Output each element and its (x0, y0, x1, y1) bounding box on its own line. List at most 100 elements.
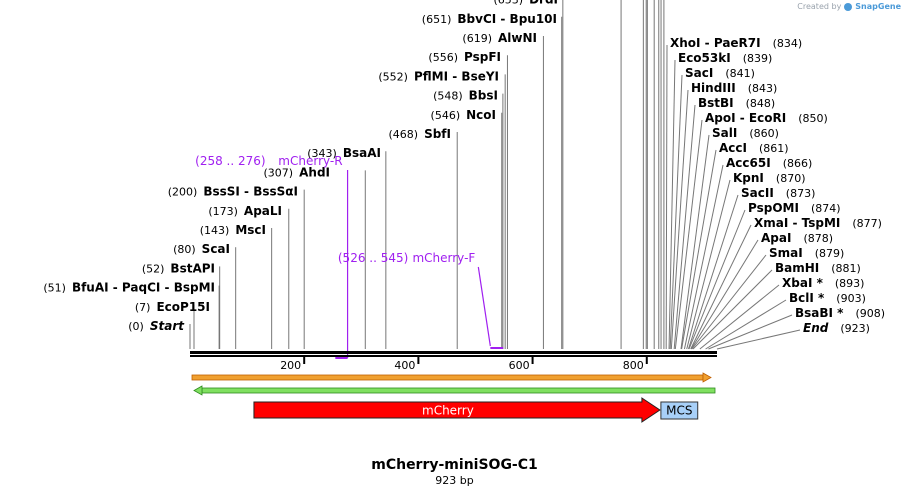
site-name: BfuAI - PaqCI - BspMI (72, 281, 215, 295)
axis-tick-label: 200 (280, 359, 301, 372)
site-position: (870) (776, 172, 806, 185)
site-name: BsaBI * (795, 306, 844, 320)
site-line (686, 179, 731, 350)
site-position: (548) (433, 90, 463, 103)
axis-ticks: 200 400 600 800 (280, 357, 648, 372)
primer-connector (477, 266, 491, 347)
site-position: (903) (836, 292, 866, 305)
site-name: BclI * (789, 291, 825, 305)
site-name: BstAPI (170, 261, 215, 275)
site-name: BbvCI - Bpu10I (457, 12, 557, 26)
site-line (690, 239, 759, 350)
site-name: BstBI (698, 96, 734, 110)
feature-mcs-box (660, 401, 699, 420)
site-line (673, 104, 696, 350)
site-name: SalI (712, 126, 737, 140)
snapgene-credit: Created by SnapGene (797, 2, 901, 11)
site-name: BssSI - BssSαI (203, 185, 298, 199)
site-name: SacII (741, 186, 774, 200)
site-name: SmaI (769, 246, 803, 260)
site-position: (923) (840, 322, 870, 335)
site-name: HindIII (691, 81, 736, 95)
site-name: BsaAI (343, 146, 381, 160)
site-line (687, 194, 739, 350)
site-line (692, 269, 773, 350)
site-line (688, 209, 746, 350)
site-line (669, 74, 683, 350)
site-name: Eco53kI (678, 51, 731, 65)
axis-tick-label: 800 (623, 359, 644, 372)
site-position: (839) (743, 52, 773, 65)
feature-mcherry-arrow (253, 397, 661, 423)
site-position: (848) (746, 97, 776, 110)
site-position: (651) (422, 13, 452, 26)
site-position: (619) (462, 32, 492, 45)
site-line (674, 119, 703, 350)
primer-name: mCherry-F (412, 251, 475, 265)
site-position: (873) (786, 187, 816, 200)
site-position: (893) (835, 277, 865, 290)
site-position: (173) (208, 205, 238, 218)
primer-range: (526 .. 545) (338, 251, 408, 265)
site-name: AlwNI (498, 31, 537, 45)
backbone-top-strand (190, 351, 717, 354)
primers: mCherry-R (258 .. 276) mCherry-F (526 .. 54… (195, 154, 504, 359)
site-name: XbaI * (782, 276, 824, 290)
plasmid-length: 923 bp (435, 474, 474, 487)
orf-bars (191, 372, 716, 396)
site-position: (546) (431, 109, 461, 122)
snapgene-logo-icon (844, 2, 853, 11)
site-name: End (803, 321, 829, 335)
site-position: (552) (378, 70, 408, 83)
site-name: EcoP15I (156, 300, 210, 314)
feature-label: MCS (666, 404, 692, 418)
site-position: (343) (307, 147, 337, 160)
site-name: ApoI - EcoRI (705, 111, 786, 125)
site-name: PflMI - BseYI (414, 69, 499, 83)
credit-prefix: Created by (797, 2, 842, 11)
site-line (705, 299, 787, 350)
site-name: PspOMI (748, 201, 799, 215)
site-name: DrdI (529, 0, 558, 7)
site-position: (877) (852, 217, 882, 230)
site-position: (834) (773, 37, 803, 50)
site-name: SacI (685, 66, 713, 80)
site-name: Start (150, 319, 185, 333)
site-position: (7) (135, 301, 151, 314)
site-position: (879) (815, 247, 845, 260)
site-position: (653) (493, 0, 523, 7)
features: mCherry MCS (253, 397, 699, 423)
site-position: (843) (748, 82, 778, 95)
orf-forward-bar (191, 374, 704, 381)
site-line (665, 44, 668, 350)
plasmid-name: mCherry-miniSOG-C1 (371, 457, 538, 473)
site-line (699, 284, 780, 350)
site-name: AhdI (299, 165, 330, 179)
site-line (668, 59, 676, 350)
site-lines (189, 0, 801, 350)
primer-range: (258 .. 276) (195, 154, 265, 168)
feature-label: mCherry (422, 404, 474, 418)
axis-tick-label: 600 (509, 359, 530, 372)
site-name: XmaI - TspMI (754, 216, 840, 230)
site-name: KpnI (733, 171, 764, 185)
site-position: (861) (759, 142, 789, 155)
site-position: (841) (725, 67, 755, 80)
site-line (690, 224, 752, 350)
site-position: (866) (783, 157, 813, 170)
backbone-bottom-strand (190, 355, 717, 357)
site-position: (468) (388, 128, 418, 141)
site-labels: Start (0) EcoP15I (7) BfuAI - PaqCI - BspMI (… (43, 0, 885, 335)
site-name: Acc65I (726, 156, 771, 170)
sequence-backbone (190, 351, 717, 357)
site-line (670, 89, 689, 350)
site-name: SbfI (424, 127, 451, 141)
orf-reverse-arrowhead (193, 385, 203, 396)
site-name: ScaI (202, 242, 230, 256)
site-name: PspFI (464, 50, 501, 64)
site-name: BbsI (469, 89, 498, 103)
site-line (691, 254, 767, 350)
site-position: (0) (128, 320, 144, 333)
site-line (716, 329, 801, 350)
